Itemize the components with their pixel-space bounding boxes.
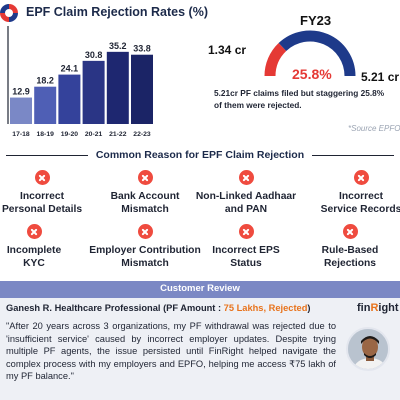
reviewer-avatar [346, 327, 390, 371]
reason-item: Employer Contribution Mismatch [89, 224, 201, 270]
epfo-logo-icon [0, 4, 18, 22]
finright-logo: finRight [357, 302, 399, 314]
cross-icon [34, 170, 50, 185]
x-tick-label: 17-18 [12, 131, 30, 138]
person-icon [348, 329, 388, 369]
reasons-title: Common Reason for EPF Claim Rejection [95, 149, 305, 161]
fy23-panel: FY23 1.34 cr 5.21 cr 25.8% 5.21cr PF cla… [200, 0, 400, 142]
bar-19-20 [58, 74, 81, 124]
fy-filed-value: 1.34 cr [208, 43, 247, 57]
fy-rejected-value: 5.21 cr [361, 70, 400, 84]
bar-22-23 [131, 54, 153, 124]
bar-value-label: 33.8 [133, 44, 151, 54]
cross-icon [353, 170, 369, 185]
review-header-bar: Customer Review [0, 281, 400, 298]
fy-description-line2: of them were rejected. [214, 100, 302, 110]
bar-value-label: 18.2 [36, 76, 54, 86]
x-tick-label: 21-22 [109, 131, 127, 138]
reason-item: Bank Account Mismatch [89, 170, 201, 216]
review-quote: "After 20 years across 3 organizations, … [6, 321, 336, 381]
x-tick-label: 19-20 [61, 131, 79, 138]
cross-icon [238, 170, 254, 185]
review-panel: Ganesh R. Healthcare Professional (PF Am… [0, 298, 400, 400]
reason-label: Incorrect Personal Details [1, 191, 83, 215]
fy-source: *Source EPFO [348, 124, 400, 133]
cross-icon [137, 170, 153, 185]
cross-icon [342, 224, 358, 239]
bar-value-label: 30.8 [85, 50, 103, 60]
gauge-rejected-arc [264, 43, 287, 77]
reason-label: Rule-Based Rejections [321, 245, 379, 269]
x-tick-label: 18-19 [37, 131, 55, 138]
rejection-gauge [264, 30, 356, 77]
x-tick-label: 20-21 [85, 131, 103, 138]
bar-17-18 [10, 97, 32, 124]
cross-icon [137, 224, 153, 239]
bar-20-21 [82, 60, 105, 124]
review-title: Customer Review [160, 283, 240, 294]
reason-label: Incorrect EPS Status [212, 245, 280, 269]
rejection-rate-chart: EPF Claim Rejection Rates (%) 12.9 17-18 1… [0, 0, 208, 142]
reviewer-line: Ganesh R. Healthcare Professional (PF Am… [6, 303, 311, 313]
reason-item: Incomplete KYC [0, 224, 90, 270]
chart-title: EPF Claim Rejection Rates (%) [26, 5, 208, 19]
reason-label: Employer Contribution Mismatch [89, 245, 201, 269]
cross-icon [26, 224, 42, 239]
reason-label: Incomplete KYC [6, 245, 62, 269]
fy-description-line1: 5.21cr PF claims filed but staggering 25… [214, 88, 385, 98]
bar-18-19 [34, 86, 57, 124]
divider-left [6, 155, 88, 156]
reviewer-suffix: ) [307, 303, 311, 313]
fy-title: FY23 [300, 13, 332, 28]
bar-value-label: 24.1 [61, 64, 79, 74]
cross-icon [238, 224, 254, 239]
x-tick-label: 22-23 [133, 131, 151, 138]
fy-percent: 25.8% [292, 66, 332, 82]
reason-label: Non-Linked Aadhaar and PAN [195, 191, 297, 215]
reason-item: Incorrect Service Records [305, 170, 400, 216]
reviewer-name: Ganesh R. Healthcare Professional (PF Am… [6, 303, 224, 313]
gauge-remaining-arc [278, 30, 356, 77]
divider-right [312, 155, 394, 156]
reason-item: Incorrect Personal Details [0, 170, 98, 216]
bar-chart-svg: 12.9 17-18 18.2 18-19 24.1 19-20 30.8 20-21 35.2… [7, 26, 153, 138]
reason-item: Non-Linked Aadhaar and PAN [190, 170, 302, 216]
fy-description: 5.21cr PF claims filed but staggering 25… [214, 87, 400, 111]
reason-label: Incorrect Service Records [320, 191, 400, 215]
reason-item: Incorrect EPS Status [190, 224, 302, 270]
pf-amount: 75 Lakhs, Rejected [223, 303, 308, 313]
reason-label: Bank Account Mismatch [110, 191, 180, 215]
bar-value-label: 35.2 [109, 41, 127, 51]
bar-21-22 [106, 51, 129, 125]
bar-value-label: 12.9 [12, 87, 30, 97]
reason-item: Rule-Based Rejections [294, 224, 400, 270]
